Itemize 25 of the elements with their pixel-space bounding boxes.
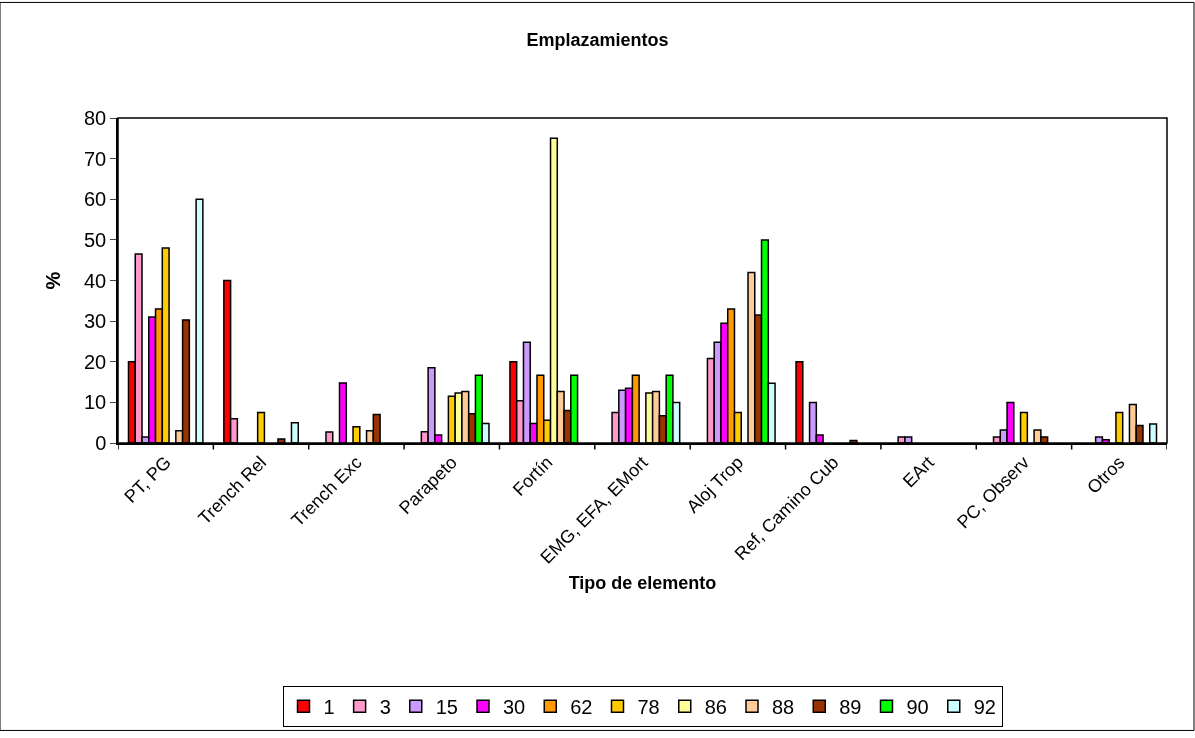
chart-title: Emplazamientos [526,29,669,50]
x-tick-label: PT, PG [120,452,175,507]
legend-label: 92 [973,696,996,719]
legend-label: 86 [704,696,727,719]
legend-label: 89 [839,696,862,719]
x-axis-title: Tipo de elemento [568,573,717,594]
y-tick-label: 10 [84,391,107,414]
legend-label: 3 [379,696,391,719]
y-tick-label: 40 [84,269,107,292]
legend-label: 1 [323,696,335,719]
legend-label: 78 [637,696,660,719]
y-tick-label: 20 [84,350,107,373]
y-tick-label: 0 [95,432,107,454]
legend-label: 90 [906,696,929,719]
x-tick-label: Aloj Trop [682,452,748,517]
y-tick-label: 80 [84,107,107,129]
y-tick-label: 30 [84,310,107,333]
legend-label: 62 [570,696,593,719]
legend-label: 30 [503,696,526,719]
y-tick-label: 70 [84,147,107,170]
y-tick-label: 50 [84,228,107,251]
y-axis-title: % [42,271,64,290]
y-tick-label: 60 [84,188,107,211]
legend-label: 88 [772,696,795,719]
legend-label: 15 [435,696,458,719]
